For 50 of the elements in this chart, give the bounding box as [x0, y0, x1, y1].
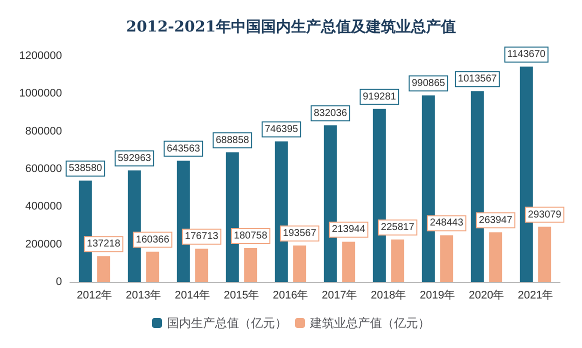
- x-tick-label: 2020年: [468, 290, 504, 302]
- x-tick-label: 2012年: [76, 290, 112, 302]
- bar: [538, 226, 552, 282]
- data-label: 248443: [430, 218, 464, 229]
- data-label: 193567: [282, 228, 317, 240]
- bar: [97, 256, 110, 282]
- data-label: 176713: [184, 231, 219, 242]
- data-label: 919281: [362, 91, 397, 102]
- y-tick-label: 200000: [25, 238, 62, 250]
- data-label: 832036: [314, 108, 348, 119]
- x-tick-label: 2019年: [420, 290, 456, 302]
- x-tick-label: 2015年: [224, 290, 260, 302]
- data-label: 1143670: [507, 49, 546, 60]
- bar: [440, 235, 454, 282]
- data-label: 137218: [86, 238, 121, 250]
- data-label: 180758: [234, 230, 268, 242]
- data-label: 213944: [332, 224, 366, 236]
- y-tick-label: 600000: [25, 163, 62, 175]
- data-label: 643563: [166, 143, 201, 154]
- data-label: 592963: [118, 152, 152, 164]
- x-tick-label: 2017年: [322, 290, 358, 302]
- y-tick-label: 1200000: [19, 50, 62, 62]
- bar: [391, 239, 404, 282]
- data-label: 1013567: [458, 74, 498, 85]
- x-tick-label: 2014年: [174, 290, 210, 302]
- y-tick-label: 1000000: [19, 88, 62, 100]
- data-label: 225817: [380, 222, 415, 233]
- y-tick-label: 800000: [25, 125, 62, 138]
- bar: [293, 246, 306, 282]
- data-label: 688858: [216, 134, 250, 146]
- data-label: 160366: [136, 234, 170, 246]
- legend-label: 国内生产总值（亿元）: [167, 316, 287, 330]
- bar: [146, 252, 160, 282]
- bar: [195, 248, 208, 282]
- data-label: 990865: [412, 78, 446, 89]
- data-label: 293079: [528, 209, 562, 220]
- chart-title: 2012-2021年中国国内生产总值及建筑业总产值: [126, 18, 456, 36]
- legend-label: 建筑业总产值（亿元）: [309, 316, 430, 330]
- data-label: 538580: [68, 163, 103, 174]
- x-tick-label: 2021年: [518, 290, 554, 302]
- x-tick-label: 2016年: [272, 290, 308, 302]
- bar: [489, 232, 502, 282]
- data-label: 746395: [264, 124, 299, 135]
- x-tick-label: 2018年: [370, 290, 406, 302]
- bar: [342, 242, 356, 282]
- bar: [244, 248, 258, 282]
- y-tick-label: 400000: [25, 200, 62, 213]
- y-tick-label: 0: [56, 276, 62, 288]
- data-label: 263947: [478, 214, 513, 226]
- x-tick-label: 2013年: [126, 290, 162, 302]
